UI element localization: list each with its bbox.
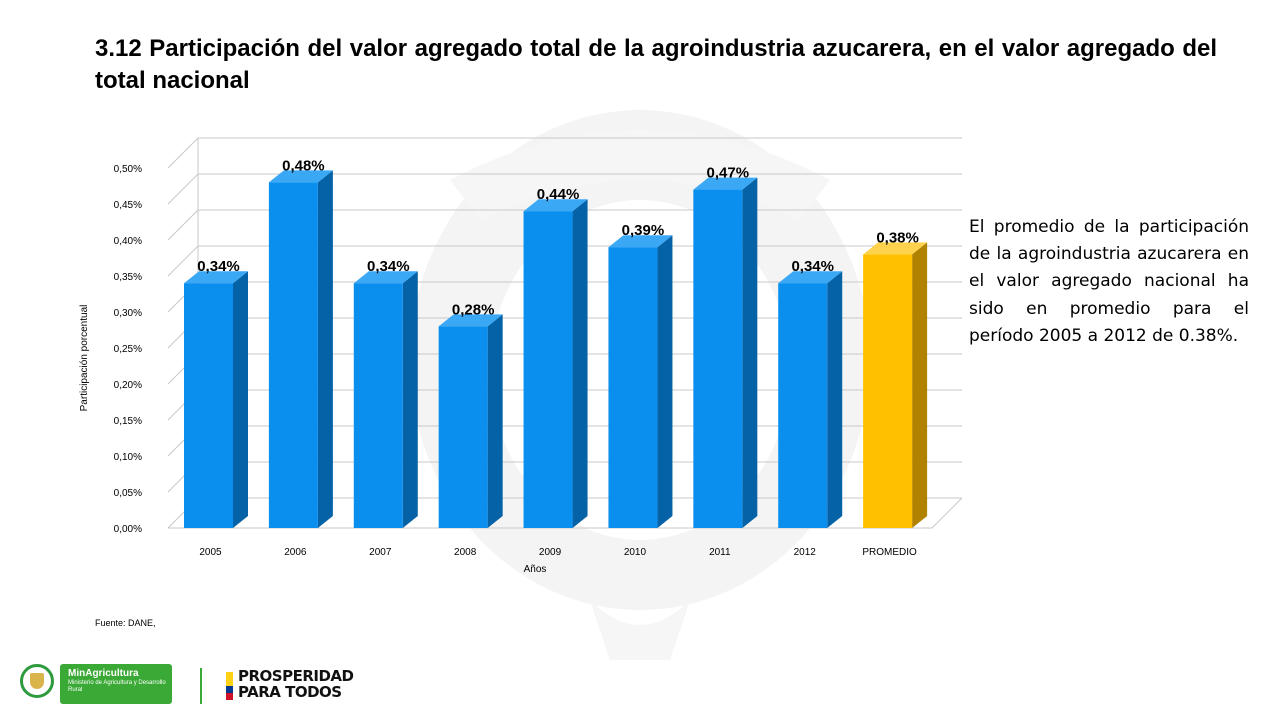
bar-side <box>912 242 928 528</box>
data-label: 0,28% <box>452 301 495 318</box>
bar-top <box>608 235 673 248</box>
y-axis-label: Participación porcentual <box>79 305 90 412</box>
x-tick-label: 2011 <box>709 547 731 558</box>
colombia-seal-icon <box>20 664 54 698</box>
footer-divider <box>200 668 202 704</box>
page-title: 3.12 Participación del valor agregado to… <box>95 35 1217 94</box>
y-tick-label: 0,35% <box>114 272 142 283</box>
x-tick-label: 2009 <box>539 547 562 558</box>
bar-front <box>778 283 828 528</box>
bar-side <box>572 199 588 528</box>
x-axis-ticks: 2005 2006 2007 2008 2009 2010 2011 2012 PROMEDIO <box>199 547 917 558</box>
bar-side <box>233 271 248 528</box>
x-tick-label: 2006 <box>284 547 307 558</box>
bar-2005 <box>184 271 248 528</box>
bar-2012 <box>778 271 843 528</box>
slogan-line-1: PROSPERIDAD <box>238 667 354 685</box>
bar-PROMEDIO <box>863 242 928 528</box>
bar-2009 <box>523 199 588 528</box>
chart-bars <box>184 170 928 528</box>
bar-2007 <box>353 271 418 528</box>
bar-front <box>523 211 573 528</box>
data-label: 0,47% <box>707 165 750 182</box>
bar-2008 <box>438 314 503 528</box>
bar-front <box>268 182 318 528</box>
y-tick-label: 0,30% <box>114 308 142 319</box>
ministry-name: MinAgricultura <box>68 668 139 679</box>
y-tick-label: 0,05% <box>114 488 142 499</box>
colombia-flag-icon <box>226 672 233 700</box>
y-tick-label: 0,25% <box>114 344 142 355</box>
chart-floor <box>168 497 963 529</box>
data-label: 0,34% <box>197 258 240 275</box>
bar-front <box>693 189 743 528</box>
bar-front <box>863 254 913 528</box>
slogan-line-2: PARA TODOS <box>238 683 342 701</box>
bar-front <box>438 326 488 528</box>
bar-top <box>184 271 248 284</box>
data-label: 0,34% <box>791 258 834 275</box>
y-tick-label: 0,15% <box>114 416 142 427</box>
bar-top <box>523 199 588 212</box>
y-axis-ticks: 0,00% 0,05% 0,10% 0,15% 0,20% 0,25% 0,30% 0,35%… <box>114 164 142 535</box>
bar-front <box>184 283 233 528</box>
summary-text: El promedio de la participación de la ag… <box>969 217 1249 346</box>
bar-top <box>268 170 333 183</box>
y-tick-label: 0,00% <box>114 524 142 535</box>
y-tick-label: 0,45% <box>114 200 142 211</box>
bar-side <box>402 271 418 528</box>
bar-chart: 0,00% 0,05% 0,10% 0,15% 0,20% 0,25% 0,30% 0,35%… <box>79 137 963 575</box>
x-tick-label: 2010 <box>624 547 647 558</box>
bar-side <box>742 177 758 528</box>
data-label: 0,34% <box>367 258 410 275</box>
bar-top <box>778 271 843 284</box>
bar-top <box>438 314 503 327</box>
prosperidad-logo: PROSPERIDAD PARA TODOS <box>238 667 354 701</box>
data-labels: 0,34% 0,48% 0,34% 0,28% 0,44% 0,39% 0,47% 0,34%… <box>197 157 919 318</box>
bar-front <box>353 283 403 528</box>
data-label: 0,44% <box>537 186 580 203</box>
x-tick-label: 2005 <box>199 547 222 558</box>
bar-side <box>487 314 503 528</box>
x-tick-label: PROMEDIO <box>862 547 917 558</box>
y-tick-label: 0,40% <box>114 236 142 247</box>
bar-top <box>353 271 418 284</box>
bar-side <box>317 170 333 528</box>
bar-top <box>863 242 928 255</box>
minagricultura-logo: MinAgricultura Ministerio de Agricultura… <box>60 664 172 704</box>
data-label: 0,39% <box>622 222 665 239</box>
bar-top <box>693 177 758 190</box>
bar-2006 <box>268 170 333 528</box>
bar-side <box>657 235 673 528</box>
source-note: Fuente: DANE, <box>95 618 156 628</box>
y-tick-label: 0,10% <box>114 452 142 463</box>
bar-2010 <box>608 235 673 528</box>
x-tick-label: 2008 <box>454 547 477 558</box>
data-label: 0,38% <box>876 229 919 246</box>
ministry-subtitle: Ministerio de Agricultura y Desarrollo R… <box>68 680 166 693</box>
y-tick-label: 0,20% <box>114 380 142 391</box>
x-tick-label: 2007 <box>369 547 392 558</box>
y-tick-label: 0,50% <box>114 164 142 175</box>
x-tick-label: 2012 <box>794 547 817 558</box>
bar-front <box>608 247 658 528</box>
data-label: 0,48% <box>282 157 325 174</box>
bar-2011 <box>693 177 758 528</box>
bar-side <box>827 271 843 528</box>
x-axis-label: Años <box>524 564 547 575</box>
